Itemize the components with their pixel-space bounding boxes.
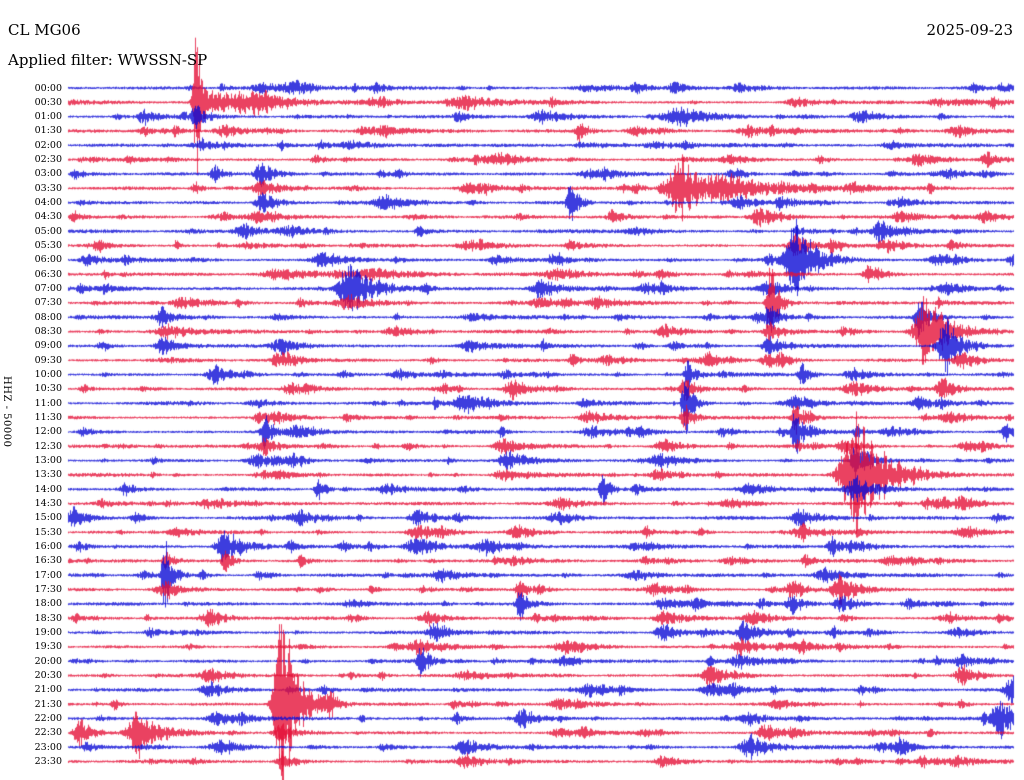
time-label: 05:00 xyxy=(34,225,62,237)
time-label: 07:30 xyxy=(34,297,62,309)
time-label: 22:00 xyxy=(34,713,62,725)
time-label: 04:00 xyxy=(34,197,62,209)
time-label: 17:30 xyxy=(34,584,62,596)
time-label: 10:00 xyxy=(34,369,62,381)
time-label: 08:00 xyxy=(34,311,62,323)
station-label: CL MG06 xyxy=(8,21,81,39)
time-label: 19:30 xyxy=(34,641,62,653)
time-label: 06:00 xyxy=(34,254,62,266)
y-axis-label: HHZ - 50000 xyxy=(1,376,12,448)
time-label: 00:00 xyxy=(34,82,62,94)
time-label: 18:00 xyxy=(34,598,62,610)
time-label: 22:30 xyxy=(34,727,62,739)
time-label: 01:30 xyxy=(34,125,62,137)
time-label: 12:00 xyxy=(34,426,62,438)
time-label: 07:00 xyxy=(34,283,62,295)
time-label: 21:00 xyxy=(34,684,62,696)
time-label: 15:00 xyxy=(34,512,62,524)
time-label: 20:30 xyxy=(34,670,62,682)
time-label: 00:30 xyxy=(34,96,62,108)
time-label: 13:00 xyxy=(34,455,62,467)
time-label: 09:00 xyxy=(34,340,62,352)
time-label: 08:30 xyxy=(34,326,62,338)
time-label: 05:30 xyxy=(34,240,62,252)
time-label: 21:30 xyxy=(34,698,62,710)
time-label: 04:30 xyxy=(34,211,62,223)
time-label: 18:30 xyxy=(34,612,62,624)
date-label: 2025-09-23 xyxy=(926,21,1013,39)
time-label: 10:30 xyxy=(34,383,62,395)
time-label: 16:30 xyxy=(34,555,62,567)
time-label: 16:00 xyxy=(34,541,62,553)
time-label: 01:00 xyxy=(34,111,62,123)
time-label: 17:00 xyxy=(34,569,62,581)
time-label: 14:00 xyxy=(34,483,62,495)
time-label: 06:30 xyxy=(34,268,62,280)
time-label: 14:30 xyxy=(34,498,62,510)
time-label: 02:00 xyxy=(34,139,62,151)
time-label: 02:30 xyxy=(34,154,62,166)
time-label: 20:00 xyxy=(34,655,62,667)
time-label: 03:00 xyxy=(34,168,62,180)
time-label: 15:30 xyxy=(34,526,62,538)
time-label: 19:00 xyxy=(34,627,62,639)
time-label: 03:30 xyxy=(34,182,62,194)
time-label: 09:30 xyxy=(34,354,62,366)
time-label: 23:00 xyxy=(34,741,62,753)
filter-label: Applied filter: WWSSN-SP xyxy=(8,51,208,69)
time-label: 11:30 xyxy=(34,412,62,424)
time-label: 23:30 xyxy=(34,756,62,767)
time-label: 12:30 xyxy=(34,440,62,452)
time-label: 11:00 xyxy=(34,397,62,409)
time-label: 13:30 xyxy=(34,469,62,481)
